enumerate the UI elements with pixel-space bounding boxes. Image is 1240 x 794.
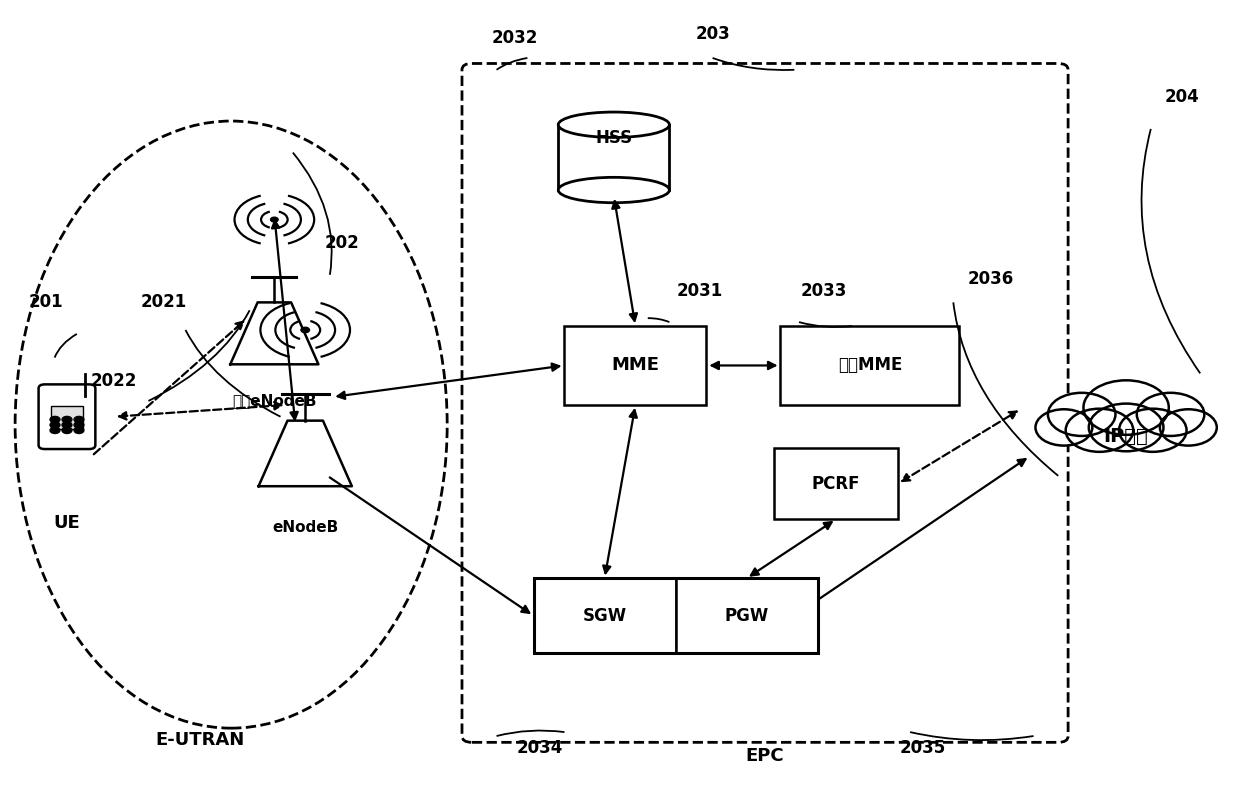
Text: SGW: SGW	[583, 607, 626, 625]
Circle shape	[74, 427, 84, 434]
Circle shape	[62, 427, 72, 434]
Circle shape	[1084, 380, 1169, 435]
Text: 203: 203	[696, 25, 730, 44]
Text: UE: UE	[53, 515, 81, 532]
Circle shape	[1159, 409, 1216, 445]
Text: 2022: 2022	[91, 372, 138, 390]
Text: 201: 201	[29, 294, 63, 311]
Text: HSS: HSS	[595, 129, 632, 147]
Circle shape	[74, 416, 84, 422]
Text: PGW: PGW	[724, 607, 769, 625]
Text: 2033: 2033	[801, 282, 847, 299]
Circle shape	[301, 327, 310, 333]
Text: IP业务: IP业务	[1104, 427, 1148, 446]
Text: 其它MME: 其它MME	[838, 357, 903, 375]
Bar	[533, 578, 817, 653]
Bar	[676, 578, 817, 653]
Circle shape	[1137, 393, 1204, 436]
Circle shape	[50, 427, 60, 434]
Text: 204: 204	[1164, 88, 1199, 106]
Circle shape	[50, 416, 60, 422]
Bar	[533, 578, 676, 653]
Polygon shape	[231, 303, 319, 364]
Polygon shape	[259, 421, 352, 486]
Circle shape	[1118, 409, 1187, 452]
Text: 2031: 2031	[677, 282, 723, 299]
Circle shape	[1089, 403, 1163, 451]
Bar	[558, 125, 670, 190]
Text: 2034: 2034	[517, 739, 563, 757]
Bar	[774, 449, 898, 519]
Circle shape	[50, 422, 60, 428]
Circle shape	[1048, 393, 1116, 436]
Circle shape	[270, 218, 278, 222]
Ellipse shape	[15, 121, 448, 728]
Text: PCRF: PCRF	[812, 475, 861, 493]
Text: 202: 202	[325, 234, 360, 252]
FancyBboxPatch shape	[463, 64, 1068, 742]
Text: 2035: 2035	[899, 739, 946, 757]
Bar	[51, 407, 83, 430]
Circle shape	[62, 416, 72, 422]
FancyBboxPatch shape	[38, 384, 95, 449]
Circle shape	[62, 422, 72, 428]
Text: 其它eNodeB: 其它eNodeB	[232, 394, 316, 408]
Bar	[780, 326, 960, 405]
Text: E-UTRAN: E-UTRAN	[156, 731, 246, 749]
Circle shape	[1065, 409, 1133, 452]
Text: 2036: 2036	[967, 270, 1013, 287]
Bar	[564, 326, 707, 405]
Text: EPC: EPC	[745, 746, 785, 765]
Text: MME: MME	[611, 357, 660, 375]
Circle shape	[1035, 409, 1092, 445]
Text: 2021: 2021	[140, 294, 186, 311]
Ellipse shape	[558, 112, 670, 137]
Circle shape	[74, 422, 84, 428]
Text: eNodeB: eNodeB	[272, 519, 339, 534]
Ellipse shape	[558, 177, 670, 202]
Text: 2032: 2032	[492, 29, 538, 48]
